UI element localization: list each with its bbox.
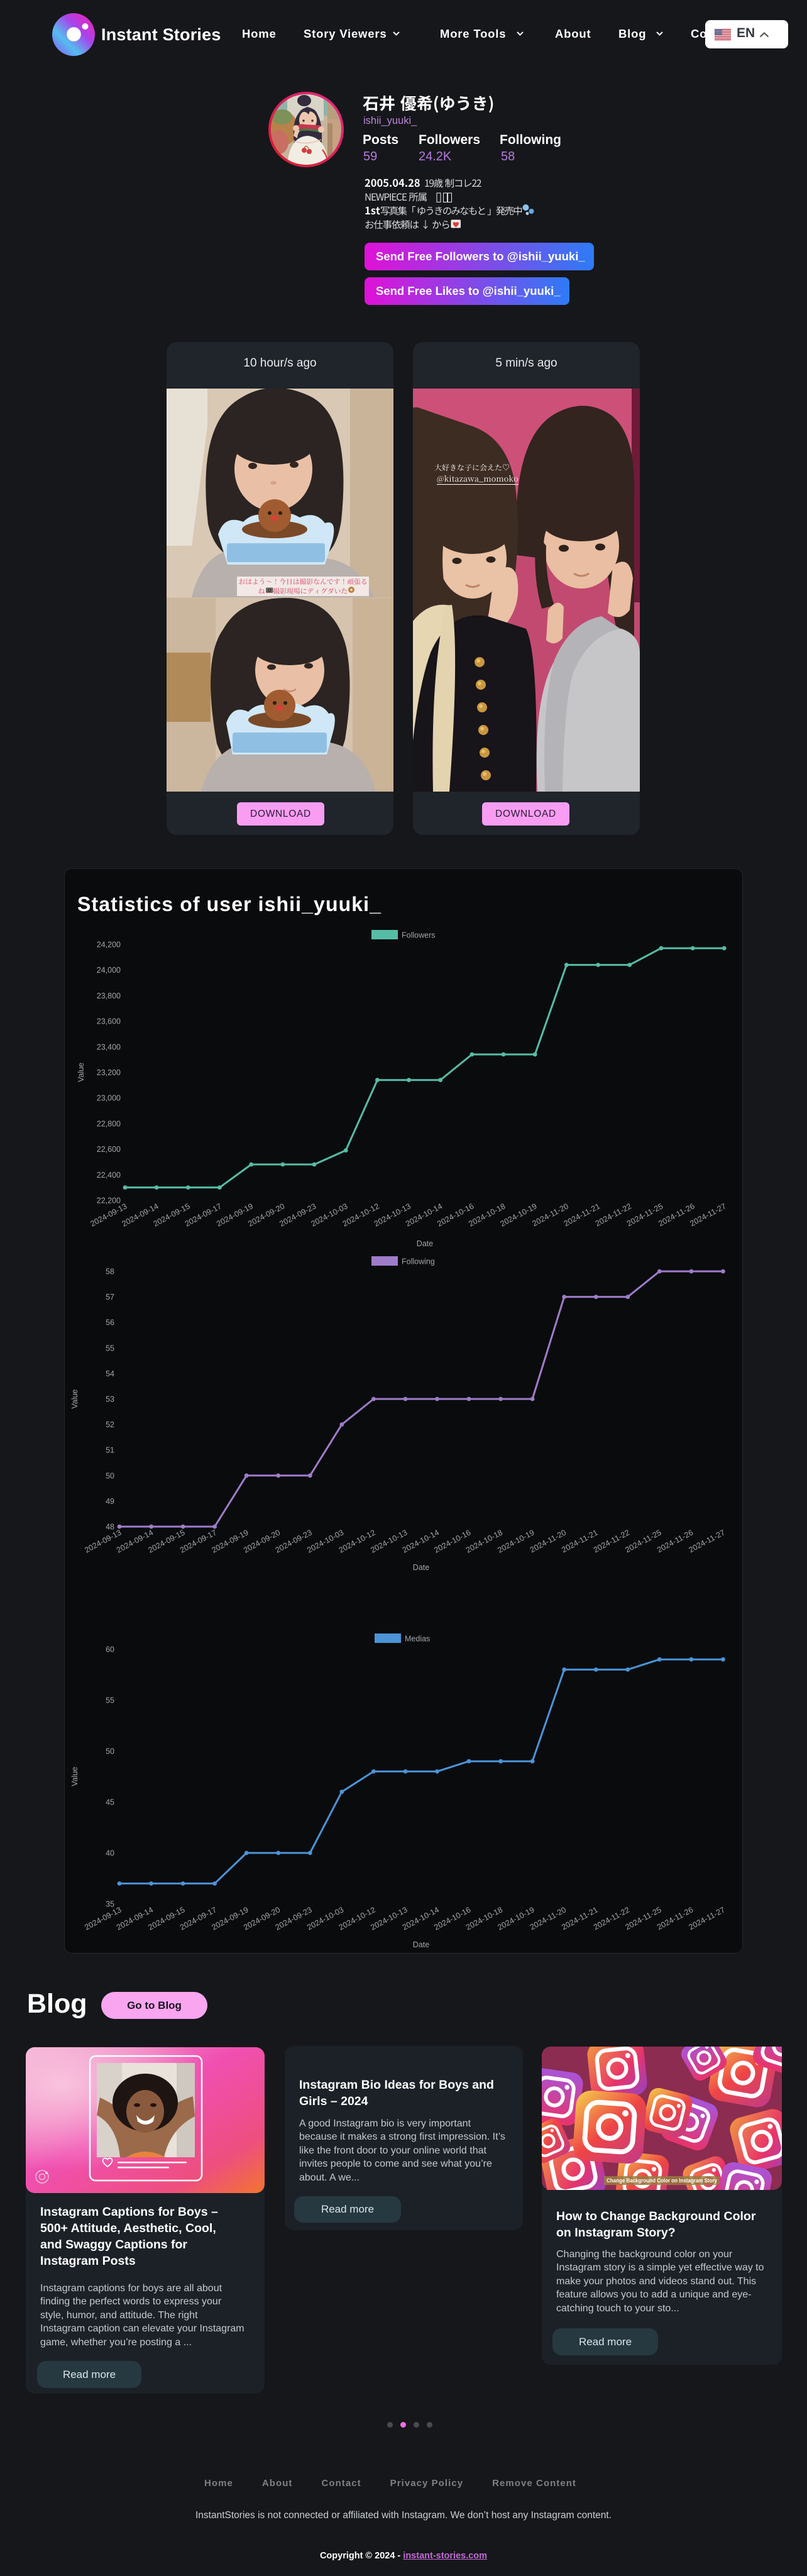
svg-text:Medias: Medias — [405, 1635, 430, 1644]
svg-text:53: 53 — [106, 1395, 114, 1404]
svg-text:24,200: 24,200 — [97, 941, 121, 949]
svg-text:Value: Value — [77, 1063, 85, 1082]
svg-text:Date: Date — [413, 1940, 429, 1949]
svg-text:Followers: Followers — [402, 931, 436, 940]
svg-text:Date: Date — [413, 1563, 429, 1572]
svg-text:22,600: 22,600 — [97, 1145, 121, 1154]
svg-text:2024-10-19: 2024-10-19 — [496, 1528, 535, 1554]
svg-text:23,400: 23,400 — [97, 1042, 121, 1051]
svg-text:24,000: 24,000 — [97, 966, 121, 975]
svg-text:23,000: 23,000 — [97, 1094, 121, 1103]
svg-text:58: 58 — [106, 1268, 114, 1276]
svg-text:60: 60 — [106, 1645, 114, 1654]
svg-text:2024-11-27: 2024-11-27 — [688, 1905, 727, 1932]
svg-text:35: 35 — [106, 1900, 114, 1909]
svg-text:Value: Value — [70, 1767, 79, 1786]
svg-text:56: 56 — [106, 1318, 114, 1327]
svg-text:23,800: 23,800 — [97, 992, 121, 1000]
svg-text:2024-10-19: 2024-10-19 — [496, 1905, 535, 1932]
svg-text:Change Background Color on Ins: Change Background Color on Instagram Sto… — [607, 2177, 718, 2184]
svg-text:57: 57 — [106, 1293, 114, 1302]
svg-text:51: 51 — [106, 1446, 114, 1455]
svg-text:52: 52 — [106, 1420, 114, 1429]
svg-text:40: 40 — [106, 1849, 114, 1858]
svg-text:2024-11-27: 2024-11-27 — [688, 1202, 727, 1228]
svg-text:50: 50 — [106, 1471, 114, 1480]
svg-text:23,200: 23,200 — [97, 1068, 121, 1077]
svg-text:Value: Value — [70, 1389, 79, 1408]
svg-text:22,200: 22,200 — [97, 1197, 121, 1205]
svg-text:55: 55 — [106, 1696, 114, 1705]
svg-text:23,600: 23,600 — [97, 1017, 121, 1026]
svg-text:Following: Following — [402, 1258, 435, 1266]
svg-text:22,400: 22,400 — [97, 1171, 121, 1180]
svg-text:Date: Date — [417, 1239, 433, 1248]
svg-text:54: 54 — [106, 1369, 114, 1378]
svg-text:50: 50 — [106, 1747, 114, 1756]
svg-text:2024-11-27: 2024-11-27 — [688, 1528, 727, 1554]
svg-text:22,800: 22,800 — [97, 1119, 121, 1128]
svg-text:49: 49 — [106, 1497, 114, 1506]
svg-text:45: 45 — [106, 1798, 114, 1807]
svg-text:55: 55 — [106, 1344, 114, 1352]
svg-text:48: 48 — [106, 1523, 114, 1532]
